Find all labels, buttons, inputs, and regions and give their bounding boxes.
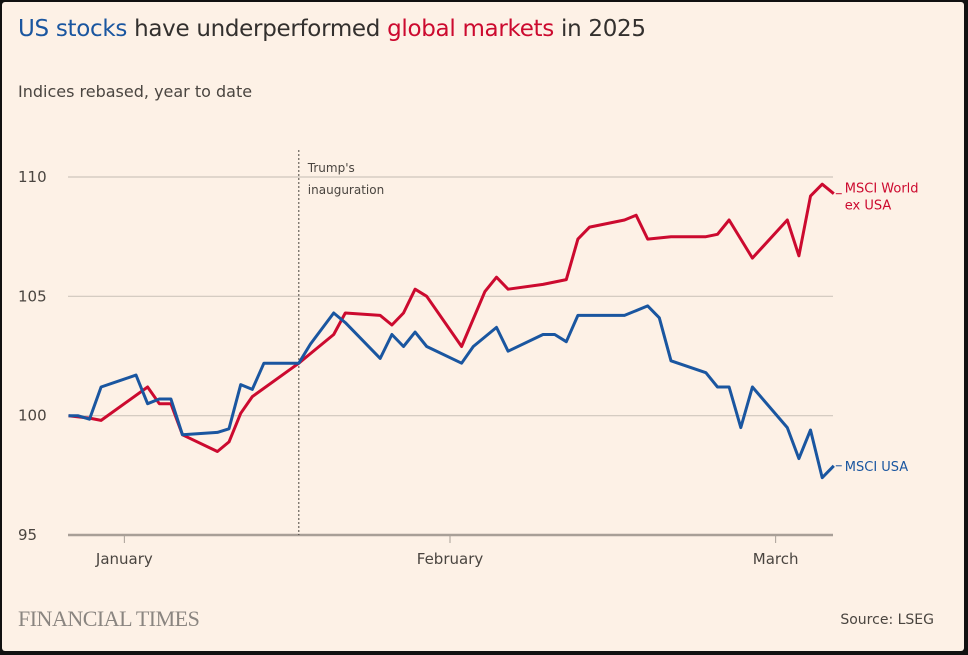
y-tick-label: 100: [18, 407, 47, 425]
y-tick-label: 95: [18, 526, 37, 544]
inauguration-label-line2: inauguration: [308, 183, 384, 197]
title-text: have underperformed: [127, 16, 388, 42]
x-tick-label: January: [95, 550, 153, 568]
title-year: in 2025: [553, 16, 646, 42]
ft-logo: FINANCIAL TIMES: [18, 606, 200, 631]
series-line-msci-usa: [68, 304, 835, 480]
inauguration-label-line1: Trump's: [307, 161, 355, 175]
y-tick-label: 110: [18, 168, 47, 186]
x-tick-label: March: [753, 550, 799, 568]
series-label-line2: ex USA: [845, 199, 892, 214]
title-global-markets: global markets: [387, 16, 554, 42]
chart-subtitle: Indices rebased, year to date: [18, 82, 253, 101]
y-tick-label: 105: [18, 287, 47, 305]
chart-title: US stocks have underperformed global mar…: [18, 16, 646, 42]
x-tick-label: February: [417, 550, 484, 568]
series-line-msci-world-ex-usa: [68, 182, 835, 453]
series-label: MSCI World: [845, 182, 919, 197]
title-us-stocks: US stocks: [18, 16, 128, 42]
source-note: Source: LSEG: [840, 612, 934, 628]
series-label: MSCI USA: [845, 460, 909, 475]
